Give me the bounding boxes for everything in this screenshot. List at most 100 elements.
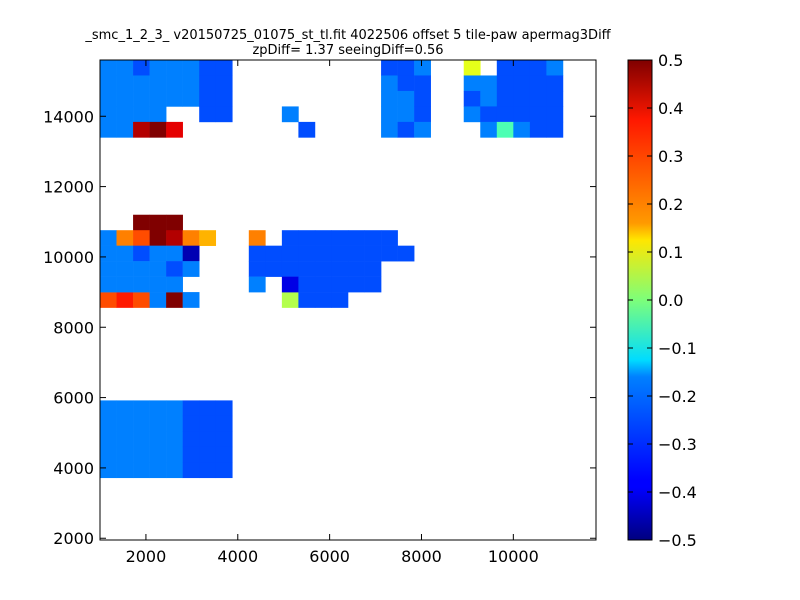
heatmap-cell <box>298 261 316 277</box>
heatmap-cell <box>182 431 200 448</box>
heatmap-cell <box>133 90 150 107</box>
heatmap-cell <box>149 60 167 76</box>
heatmap-cell <box>182 462 200 479</box>
heatmap-cell <box>100 292 117 308</box>
heatmap-cell <box>529 75 547 92</box>
colorbar-tick-label: 0.4 <box>658 99 683 118</box>
heatmap-cell <box>133 75 150 92</box>
heatmap-cell <box>182 400 200 417</box>
heatmap-cell <box>529 106 547 123</box>
heatmap-cell <box>166 462 183 479</box>
heatmap-cell <box>149 261 167 277</box>
heatmap-cell <box>116 121 134 138</box>
heatmap-cell <box>116 400 134 417</box>
heatmap-cell <box>513 106 531 123</box>
y-tick-label: 6000 <box>53 389 94 408</box>
heatmap-cell <box>397 60 415 76</box>
heatmap-cell <box>100 230 117 246</box>
x-tick-label: 10000 <box>488 547 539 566</box>
heatmap-cell <box>331 276 349 293</box>
heatmap-cell <box>182 415 200 432</box>
colorbar-tick-label: −0.4 <box>658 483 697 502</box>
heatmap-cell <box>513 60 531 76</box>
heatmap-cell <box>381 245 398 262</box>
heatmap-cell <box>149 121 167 138</box>
heatmap-cell <box>133 230 150 246</box>
heatmap-cell <box>199 400 217 417</box>
colorbar-tick-label: −0.1 <box>658 339 697 358</box>
heatmap-cell <box>414 121 431 138</box>
heatmap-cell <box>414 106 431 123</box>
heatmap-cell <box>100 121 117 138</box>
heatmap-cell <box>199 415 217 432</box>
heatmap-cell <box>182 75 200 92</box>
heatmap-cell <box>100 75 117 92</box>
heatmap-cell <box>513 121 531 138</box>
heatmap-cell <box>100 261 117 277</box>
chart-subtitle: zpDiff= 1.37 seeingDiff=0.56 <box>252 43 443 58</box>
colorbar-tick-label: 0.0 <box>658 291 683 310</box>
heatmap-cell <box>215 75 233 92</box>
y-tick-label: 2000 <box>53 529 94 548</box>
heatmap-cell <box>116 431 134 448</box>
heatmap-cell <box>166 292 183 308</box>
heatmap-cell <box>182 60 200 76</box>
heatmap-cell <box>397 121 415 138</box>
colorbar-tick-label: −0.2 <box>658 387 697 406</box>
heatmap-cell <box>199 60 217 76</box>
heatmap-cell <box>248 261 266 277</box>
heatmap-cell <box>248 276 266 293</box>
heatmap-cell <box>414 60 431 76</box>
heatmap-cell <box>166 230 183 246</box>
heatmap-cell <box>116 276 134 293</box>
heatmap-cell <box>199 90 217 107</box>
heatmap-cell <box>166 415 183 432</box>
heatmap-cell <box>480 121 498 138</box>
heatmap-cell <box>199 431 217 448</box>
heatmap-cell <box>215 415 233 432</box>
heatmap-cell <box>546 106 564 123</box>
heatmap-cell <box>381 75 398 92</box>
heatmap-cell <box>215 446 233 463</box>
heatmap-cell <box>248 230 266 246</box>
colorbar-tick-label: 0.5 <box>658 51 683 70</box>
heatmap-cell <box>133 106 150 123</box>
heatmap-cell <box>546 121 564 138</box>
heatmap-cell <box>463 75 481 92</box>
heatmap-cell <box>182 230 200 246</box>
heatmap-cell <box>496 121 514 138</box>
chart-title: _smc_1_2_3_ v20150725_01075_st_tl.fit 40… <box>84 28 611 43</box>
heatmap-cell <box>100 431 117 448</box>
x-axis: 2000 4000 6000 8000 10000 <box>126 60 539 566</box>
heatmap-cell <box>100 462 117 479</box>
heatmap-cell <box>100 446 117 463</box>
y-tick-label: 12000 <box>43 178 94 197</box>
heatmap-cell <box>348 261 365 277</box>
heatmap-cell <box>364 230 382 246</box>
heatmap-cell <box>281 292 299 308</box>
heatmap-cell <box>496 90 514 107</box>
heatmap-cell <box>149 400 167 417</box>
heatmap-cell <box>133 400 150 417</box>
heatmap-cell <box>381 60 398 76</box>
heatmap-cell <box>331 230 349 246</box>
x-tick-label: 2000 <box>126 547 167 566</box>
heatmap-cell <box>133 121 150 138</box>
heatmap-cell <box>314 276 332 293</box>
heatmap-cell <box>199 106 217 123</box>
heatmap-cell <box>100 90 117 107</box>
heatmap-cell <box>149 245 167 262</box>
heatmap-cell <box>199 446 217 463</box>
heatmap-cell <box>529 60 547 76</box>
heatmap-cell <box>215 462 233 479</box>
heatmap-cells <box>100 60 564 541</box>
heatmap-cell <box>166 431 183 448</box>
heatmap-cell <box>331 261 349 277</box>
heatmap-cell <box>298 245 316 262</box>
heatmap-cell <box>364 261 382 277</box>
y-tick-label: 10000 <box>43 248 94 267</box>
heatmap-cell <box>215 106 233 123</box>
colorbar-tick-label: −0.3 <box>658 435 697 454</box>
y-tick-label: 4000 <box>53 459 94 478</box>
